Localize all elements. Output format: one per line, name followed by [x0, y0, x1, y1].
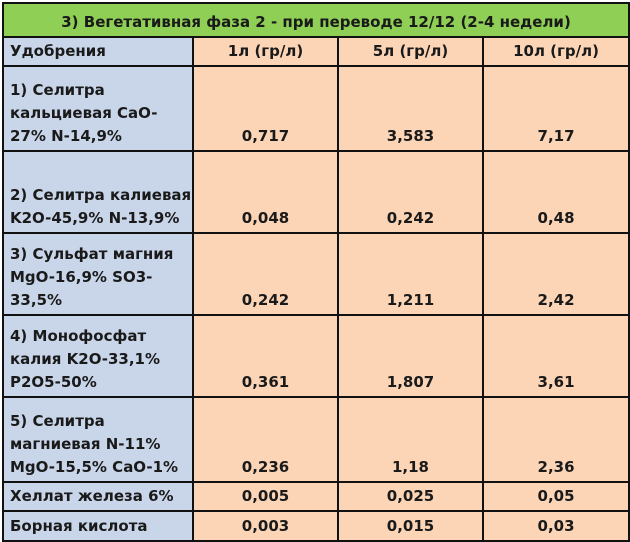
value-cell: 0,048	[192, 150, 339, 234]
data-row: 5) Селитра магниевая N-11% MgO-15,5% CaO-1…	[2, 396, 630, 483]
name-cell: 3) Сульфат магния MgO-16,9% SO3- 33,5%	[2, 232, 194, 316]
name-line: магниевая N-11%	[10, 435, 161, 453]
data-row: 2) Селитра калиевая K2O-45,9% N-13,9% 0,04…	[2, 150, 630, 234]
value-cell: 1,807	[337, 314, 484, 398]
name-line: Борная кислота	[10, 517, 148, 535]
value-cell: 0,005	[192, 481, 339, 512]
value-cell: 0,05	[481, 481, 630, 512]
value-cell: 0,025	[337, 481, 484, 512]
name-cell: Борная кислота	[2, 510, 194, 542]
name-line: кальциевая CaO-	[10, 104, 158, 122]
name-line: 33,5%	[10, 291, 63, 309]
value-cell: 2,36	[481, 396, 630, 483]
name-line: 27% N-14,9%	[10, 127, 122, 145]
name-line: 1) Селитра	[10, 81, 105, 99]
value-cell: 0,236	[192, 396, 339, 483]
name-cell: Хеллат железа 6%	[2, 481, 194, 512]
value-cell: 3,583	[337, 65, 484, 152]
value-cell: 0,015	[337, 510, 484, 542]
value-cell: 0,48	[481, 150, 630, 234]
value-cell: 0,242	[337, 150, 484, 234]
name-line: калия K2O-33,1%	[10, 350, 161, 368]
name-line: K2O-45,9% N-13,9%	[10, 209, 180, 227]
value-cell: 0,03	[481, 510, 630, 542]
header-cell: 5л (гр/л)	[337, 36, 484, 67]
title-row: 3) Вегетативная фаза 2 - при переводе 12…	[1, 2, 630, 38]
value-cell: 1,211	[337, 232, 484, 316]
value-cell: 0,717	[192, 65, 339, 152]
table-title: 3) Вегетативная фаза 2 - при переводе 12…	[1, 2, 630, 38]
name-line: P2O5-50%	[10, 373, 97, 391]
header-cell: Удобрения	[2, 36, 194, 67]
header-row: Удобрения 1л (гр/л) 5л (гр/л) 10л (гр/л)	[2, 36, 630, 67]
name-cell: 1) Селитра кальциевая CaO- 27% N-14,9%	[2, 65, 194, 152]
name-cell: 4) Монофосфат калия K2O-33,1% P2O5-50%	[2, 314, 194, 398]
name-line: 3) Сульфат магния	[10, 245, 174, 263]
header-cell: 1л (гр/л)	[192, 36, 339, 67]
name-cell: 2) Селитра калиевая K2O-45,9% N-13,9%	[2, 150, 194, 234]
data-row: 4) Монофосфат калия K2O-33,1% P2O5-50% 0,36…	[2, 314, 630, 398]
value-cell: 2,42	[481, 232, 630, 316]
name-line: MgO-16,9% SO3-	[10, 268, 153, 286]
data-row: 1) Селитра кальциевая CaO- 27% N-14,9% 0,71…	[2, 65, 630, 152]
name-line: MgO-15,5% CaO-1%	[10, 458, 179, 476]
name-line: 5) Селитра	[10, 412, 105, 430]
header-cell: 10л (гр/л)	[481, 36, 630, 67]
value-cell: 7,17	[481, 65, 630, 152]
data-row: Борная кислота 0,003 0,015 0,03	[2, 510, 630, 542]
value-cell: 3,61	[481, 314, 630, 398]
name-cell: 5) Селитра магниевая N-11% MgO-15,5% CaO-1…	[2, 396, 194, 483]
name-line: 2) Селитра калиевая	[10, 186, 192, 204]
value-cell: 0,361	[192, 314, 339, 398]
data-row: 3) Сульфат магния MgO-16,9% SO3- 33,5% 0,24…	[2, 232, 630, 316]
value-cell: 0,242	[192, 232, 339, 316]
data-row: Хеллат железа 6% 0,005 0,025 0,05	[2, 481, 630, 512]
value-cell: 0,003	[192, 510, 339, 542]
name-line: 4) Монофосфат	[10, 327, 147, 345]
value-cell: 1,18	[337, 396, 484, 483]
name-line: Хеллат железа 6%	[10, 487, 174, 505]
